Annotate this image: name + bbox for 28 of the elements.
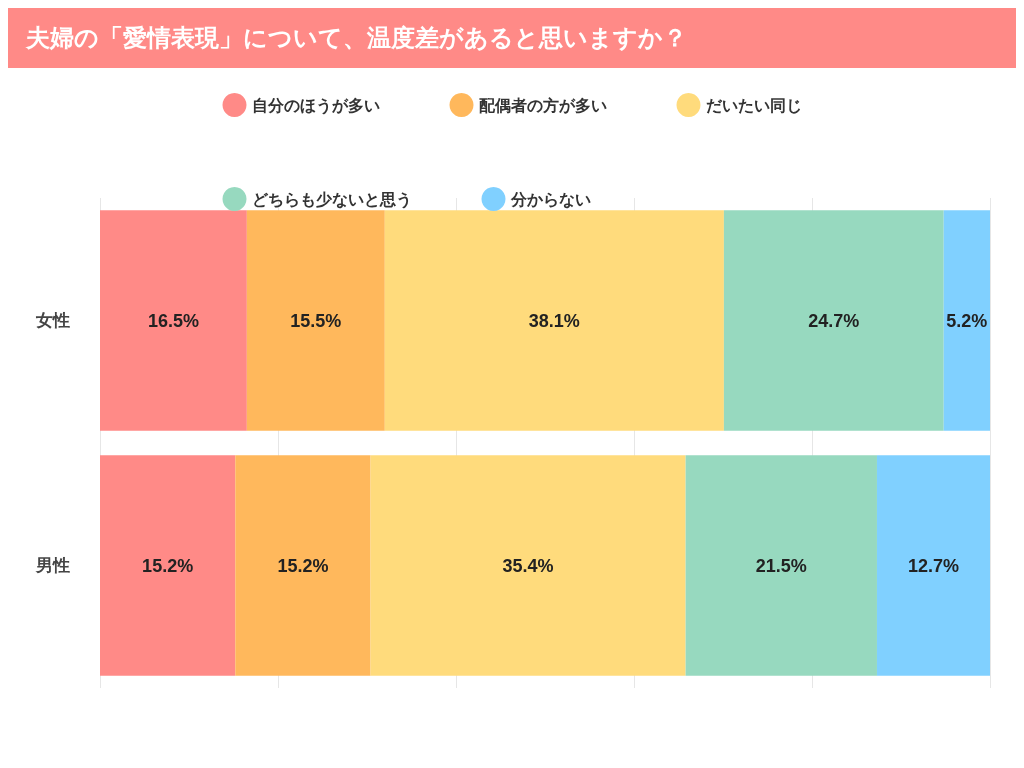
- bar: [100, 455, 236, 676]
- legend-label: 自分のほうが多い: [251, 96, 380, 115]
- data-label: 38.1%: [528, 310, 580, 331]
- bar: [370, 455, 686, 676]
- data-label: 16.5%: [147, 310, 199, 331]
- y-tick-label: 男性: [35, 556, 70, 575]
- data-label: 35.4%: [502, 555, 554, 576]
- y-tick-label: 女性: [35, 311, 70, 330]
- legend-label: 分からない: [509, 190, 591, 209]
- bar: [235, 455, 371, 676]
- data-label: 12.7%: [907, 555, 960, 576]
- data-label: 24.7%: [808, 310, 860, 331]
- bar: [943, 210, 990, 431]
- data-label: 15.2%: [142, 555, 194, 576]
- data-label: 21.5%: [755, 555, 807, 576]
- data-label: 5.2%: [946, 310, 988, 331]
- bar: [384, 210, 724, 431]
- legend-label: だいたい同じ: [705, 96, 802, 114]
- legend-label: どちらも少ないと思う: [251, 190, 412, 209]
- data-label: 15.5%: [290, 310, 342, 331]
- data-label: 15.2%: [277, 555, 329, 576]
- bar: [723, 210, 944, 431]
- chart-title: 夫婦の「愛情表現」について、温度差があると思いますか？: [26, 24, 687, 52]
- bar: [876, 455, 990, 676]
- bar: [100, 210, 247, 431]
- bar: [246, 210, 385, 431]
- legend-label: 配偶者の方が多い: [478, 95, 607, 114]
- bar: [685, 455, 877, 676]
